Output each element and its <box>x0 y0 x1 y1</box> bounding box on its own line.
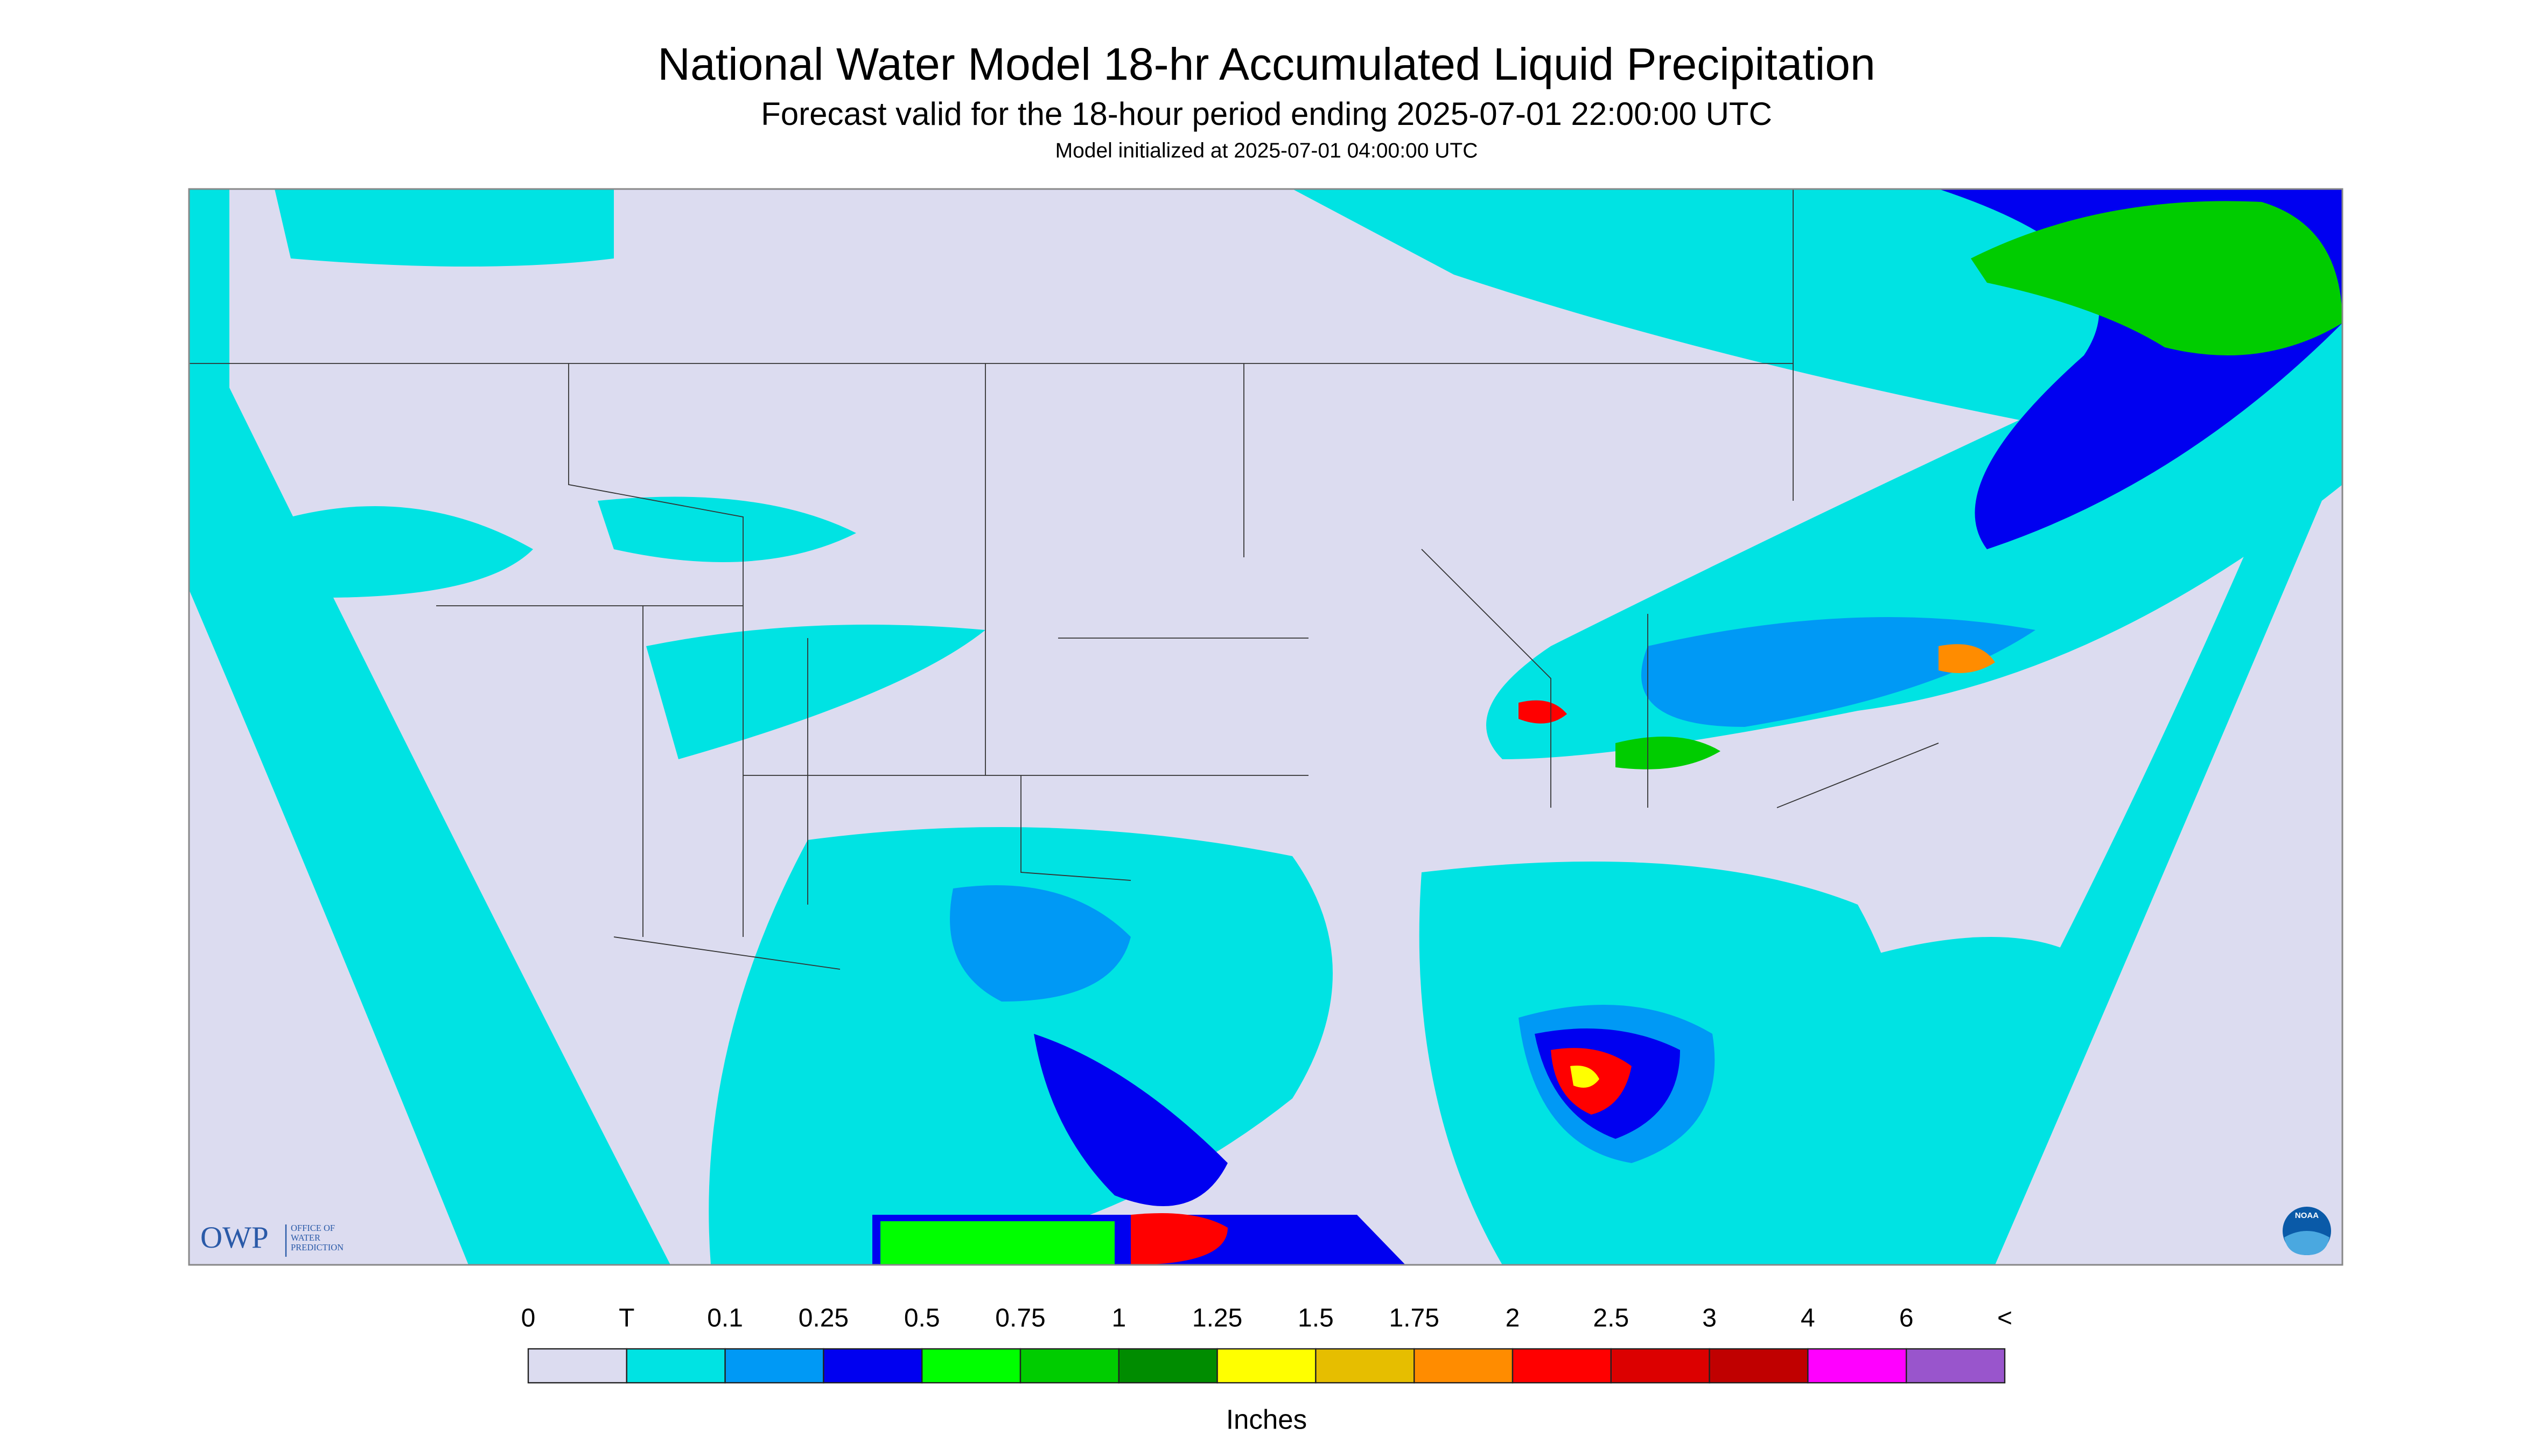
legend-label: 1 <box>1111 1304 1126 1333</box>
legend-label: 2 <box>1506 1304 1520 1333</box>
legend-label: 4 <box>1801 1304 1815 1333</box>
legend-label: 0 <box>521 1304 536 1333</box>
legend-swatch <box>823 1348 923 1384</box>
owp-text: WATER <box>291 1233 320 1243</box>
owp-text: PREDICTION <box>291 1242 344 1252</box>
owp-text: OFFICE OF <box>291 1223 335 1233</box>
legend-label: 1.25 <box>1192 1304 1242 1333</box>
legend-swatch <box>1709 1348 1809 1384</box>
subtitle: Forecast valid for the 18-hour period en… <box>761 96 1772 132</box>
legend-swatch <box>1807 1348 1907 1384</box>
legend-label: 3 <box>1702 1304 1717 1333</box>
legend-swatch <box>1610 1348 1710 1384</box>
legend: 0 T 0.1 0.25 0.5 0.75 1 1.25 1.5 1.75 2 2.5 3 4 6 < <box>521 1304 2012 1384</box>
legend-label: 0.75 <box>995 1304 1045 1333</box>
legend-units: Inches <box>1226 1404 1307 1434</box>
legend-swatch <box>724 1348 824 1384</box>
owp-logo: OWP <box>200 1221 269 1255</box>
map-frame <box>188 188 2343 1266</box>
legend-label: 2.5 <box>1593 1304 1629 1333</box>
legend-swatch <box>1512 1348 1612 1384</box>
map: OWP OFFICE OF WATER PREDICTION NOAA <box>188 188 2343 1266</box>
legend-label: 0.25 <box>799 1304 849 1333</box>
legend-swatch <box>1414 1348 1514 1384</box>
legend-label: 1.75 <box>1389 1304 1439 1333</box>
noaa-text: NOAA <box>2295 1211 2319 1220</box>
legend-swatch <box>1905 1348 2006 1384</box>
init-time: Model initialized at 2025-07-01 04:00:00… <box>1055 139 1478 162</box>
legend-label: 0.1 <box>707 1304 743 1333</box>
legend-swatch <box>921 1348 1021 1384</box>
legend-label: < <box>1997 1304 2012 1333</box>
legend-swatch <box>626 1348 726 1384</box>
legend-swatch <box>1315 1348 1415 1384</box>
title: National Water Model 18-hr Accumulated L… <box>657 39 1875 89</box>
legend-label: 0.5 <box>904 1304 940 1333</box>
legend-swatch <box>1019 1348 1120 1384</box>
legend-label: T <box>619 1304 634 1333</box>
legend-swatch <box>1118 1348 1218 1384</box>
legend-label: 1.5 <box>1298 1304 1334 1333</box>
legend-label: 6 <box>1899 1304 1914 1333</box>
legend-swatch <box>527 1348 628 1384</box>
legend-swatch <box>1216 1348 1317 1384</box>
